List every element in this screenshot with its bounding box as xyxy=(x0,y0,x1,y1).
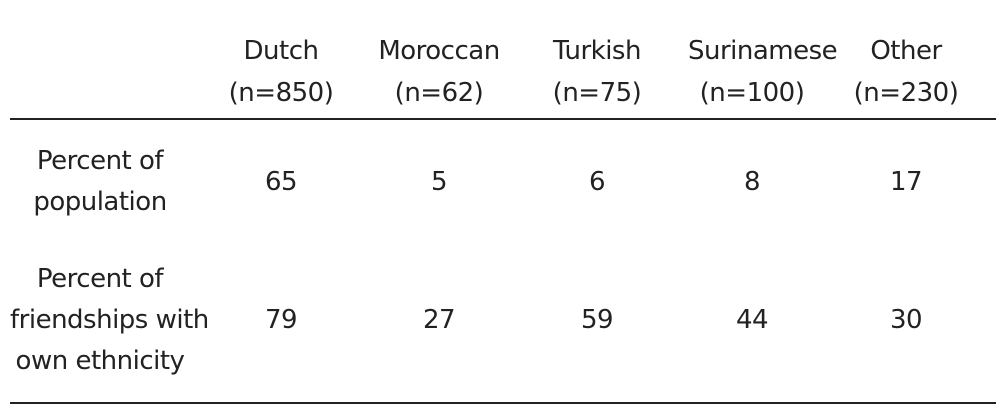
table-cell: 79 xyxy=(264,305,298,335)
column-header-turkish: Turkish (n=75) xyxy=(506,30,688,119)
row-label-line: population xyxy=(33,187,167,217)
header-row: Dutch (n=850) Moroccan (n=62) Turkish (n… xyxy=(10,30,996,119)
column-header-other: Other (n=230) xyxy=(816,30,996,119)
column-sample-size: (n=100) xyxy=(699,78,805,108)
column-sample-size: (n=230) xyxy=(853,78,959,108)
column-name: Dutch xyxy=(243,36,319,66)
table-cell: 44 xyxy=(735,305,769,335)
table-cell: 17 xyxy=(889,167,923,197)
column-name: Other xyxy=(870,36,942,66)
column-name: Turkish xyxy=(553,36,641,66)
table-cell: 5 xyxy=(430,167,448,197)
column-sample-size: (n=850) xyxy=(228,78,334,108)
table-row-population: Percent of population 65 5 6 8 17 xyxy=(10,119,996,238)
column-header-dutch: Dutch (n=850) xyxy=(190,30,372,119)
row-label-friendships: Percent of friendships with own ethnicit… xyxy=(10,238,209,403)
row-label-line: own ethnicity xyxy=(15,345,185,376)
column-header-surinamese: Surinamese (n=100) xyxy=(688,30,838,119)
header-corner xyxy=(10,30,190,119)
table-cell: 30 xyxy=(889,305,923,335)
row-label-population: Percent of population xyxy=(10,119,190,238)
column-sample-size: (n=62) xyxy=(394,78,484,108)
table-cell: 27 xyxy=(422,305,456,335)
ethnicity-table: Dutch (n=850) Moroccan (n=62) Turkish (n… xyxy=(10,30,996,404)
table-cell: 8 xyxy=(743,167,761,197)
column-header-moroccan: Moroccan (n=62) xyxy=(372,30,506,119)
table-row-friendships: Percent of friendships with own ethnicit… xyxy=(10,238,996,403)
table-cell: 65 xyxy=(264,167,298,197)
row-label-line: Percent of xyxy=(36,146,164,176)
column-name: Surinamese xyxy=(688,36,838,66)
column-name: Moroccan xyxy=(378,36,500,66)
column-sample-size: (n=75) xyxy=(552,78,642,108)
table-cell: 6 xyxy=(588,167,606,197)
table-cell: 59 xyxy=(580,305,614,335)
row-label-line: friendships with xyxy=(10,304,209,335)
row-label-line: Percent of xyxy=(36,263,164,294)
